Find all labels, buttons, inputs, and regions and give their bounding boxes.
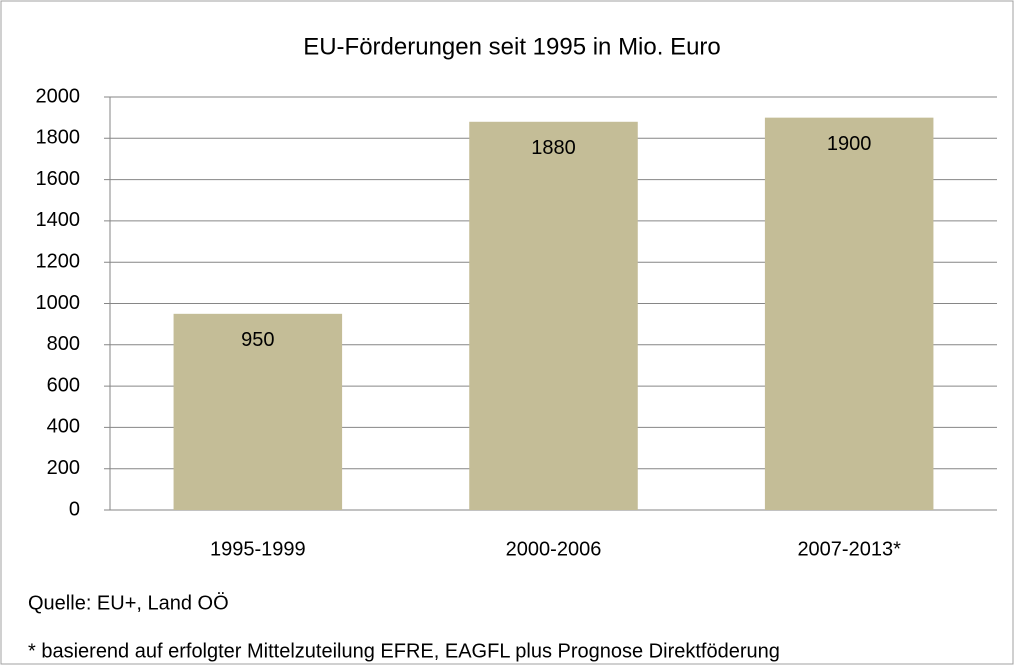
footnote: * basierend auf erfolgter Mittelzuteilun… xyxy=(28,640,780,662)
y-tick-label: 1600 xyxy=(36,168,81,190)
data-label: 1880 xyxy=(531,137,576,159)
y-tick-label: 1400 xyxy=(36,209,81,231)
bar xyxy=(764,117,934,511)
source-note: Quelle: EU+, Land OÖ xyxy=(28,592,229,614)
y-tick-label: 200 xyxy=(47,457,80,479)
x-tick-label: 2000-2006 xyxy=(506,538,602,560)
x-tick-label: 2007-2013* xyxy=(797,538,901,560)
y-tick-label: 1200 xyxy=(36,250,81,272)
y-tick-label: 1000 xyxy=(36,292,81,314)
bar xyxy=(469,121,638,510)
y-tick-label: 1800 xyxy=(36,127,81,149)
x-tick-label: 1995-1999 xyxy=(210,538,306,560)
y-tick-label: 800 xyxy=(47,333,80,355)
y-tick-label: 0 xyxy=(69,498,80,520)
y-tick-label: 600 xyxy=(47,374,80,396)
chart-title: EU-Förderungen seit 1995 in Mio. Euro xyxy=(303,33,721,60)
data-label: 1900 xyxy=(827,133,872,155)
bar xyxy=(173,313,343,510)
y-tick-label: 400 xyxy=(47,416,80,438)
data-label: 950 xyxy=(241,329,274,351)
y-tick-label: 2000 xyxy=(36,85,81,107)
